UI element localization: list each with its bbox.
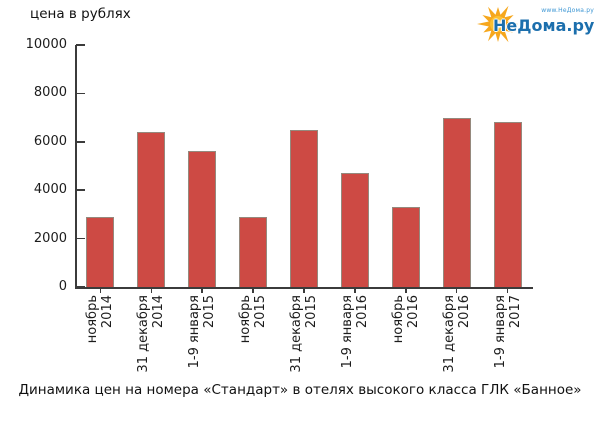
y-tick-label: 8000 <box>33 85 67 101</box>
x-tick-mark <box>303 288 305 293</box>
chart-caption: Динамика цен на номера «Стандарт» в отел… <box>18 382 582 398</box>
bar <box>188 151 217 287</box>
bar <box>391 207 420 287</box>
y-tick-label: 6000 <box>33 133 67 149</box>
x-tick-label: 1-9 января 2017 <box>492 295 523 369</box>
x-tick-label: 1-9 января 2016 <box>339 295 370 369</box>
x-tick-mark <box>405 288 407 293</box>
bar <box>86 216 115 287</box>
bar <box>290 129 318 287</box>
y-axis-title: цена в рублях <box>30 6 131 22</box>
logo-url-text: www.НеДома.ру <box>541 7 594 14</box>
y-tick-mark <box>76 141 85 143</box>
x-tick-label: 31 декабря 2015 <box>289 295 319 373</box>
y-tick-label: 2000 <box>33 230 67 246</box>
x-tick-label: ноябрь 2014 <box>85 295 116 344</box>
x-tick-mark <box>201 288 203 293</box>
x-tick-label: 31 декабря 2016 <box>441 295 472 373</box>
y-axis-line <box>75 45 77 289</box>
x-tick-mark <box>99 288 102 293</box>
sun-icon <box>477 5 518 43</box>
y-tick-mark <box>76 189 85 191</box>
y-tick-mark <box>76 92 85 95</box>
x-tick-label: ноябрь 2016 <box>390 295 421 344</box>
y-tick-mark <box>76 44 85 46</box>
y-tick-mark <box>76 237 85 240</box>
x-tick-label: 1-9 января 2015 <box>187 295 218 369</box>
logo-wordmark: НеДома.ру <box>493 16 595 35</box>
bar <box>442 117 471 287</box>
y-tick-label: 0 <box>58 279 67 294</box>
x-tick-mark <box>150 288 153 293</box>
x-axis-line <box>75 287 533 289</box>
x-tick-mark <box>506 288 509 293</box>
y-tick-label: 10000 <box>25 37 67 52</box>
bar <box>493 122 522 287</box>
nedoma-logo: www.НеДома.ру НеДома.ру <box>476 0 598 48</box>
x-tick-mark <box>354 288 356 293</box>
x-tick-label: ноябрь 2015 <box>238 295 269 344</box>
x-tick-mark <box>455 288 458 293</box>
x-tick-label: 31 декабря 2014 <box>136 295 167 373</box>
y-tick-mark <box>76 286 85 288</box>
bar <box>137 132 166 287</box>
y-tick-label: 4000 <box>33 182 67 198</box>
x-tick-mark <box>252 288 254 293</box>
bar <box>239 216 268 287</box>
bar <box>340 173 369 287</box>
